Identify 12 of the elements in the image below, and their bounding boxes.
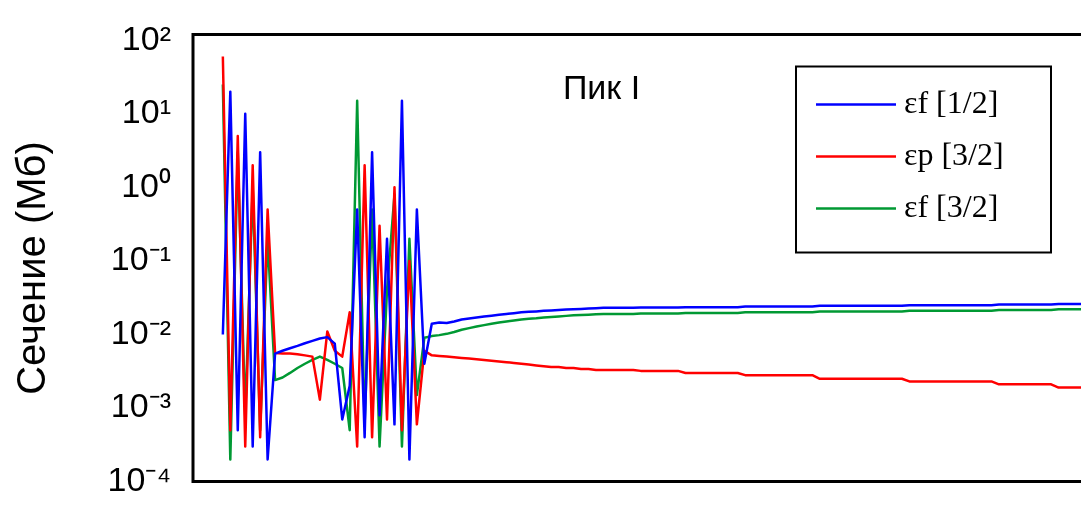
y-tick-label: 10⁻¹	[110, 239, 171, 278]
y-tick-label: 10⁻³	[110, 386, 171, 425]
legend-label: εf [1/2]	[904, 83, 999, 120]
y-tick-label: 10⁻⁴	[107, 459, 171, 498]
y-axis-title: Сечение (Мб)	[9, 141, 54, 395]
legend-label: εp [3/2]	[904, 135, 1004, 172]
y-tick-label: 10¹	[121, 92, 171, 131]
y-tick-label: 10²	[121, 18, 171, 57]
text: Пик I	[562, 67, 641, 106]
y-tick-label: 10⁻²	[110, 312, 171, 351]
legend-label: εf [3/2]	[904, 187, 999, 224]
y-tick-label: 10⁰	[121, 165, 171, 204]
